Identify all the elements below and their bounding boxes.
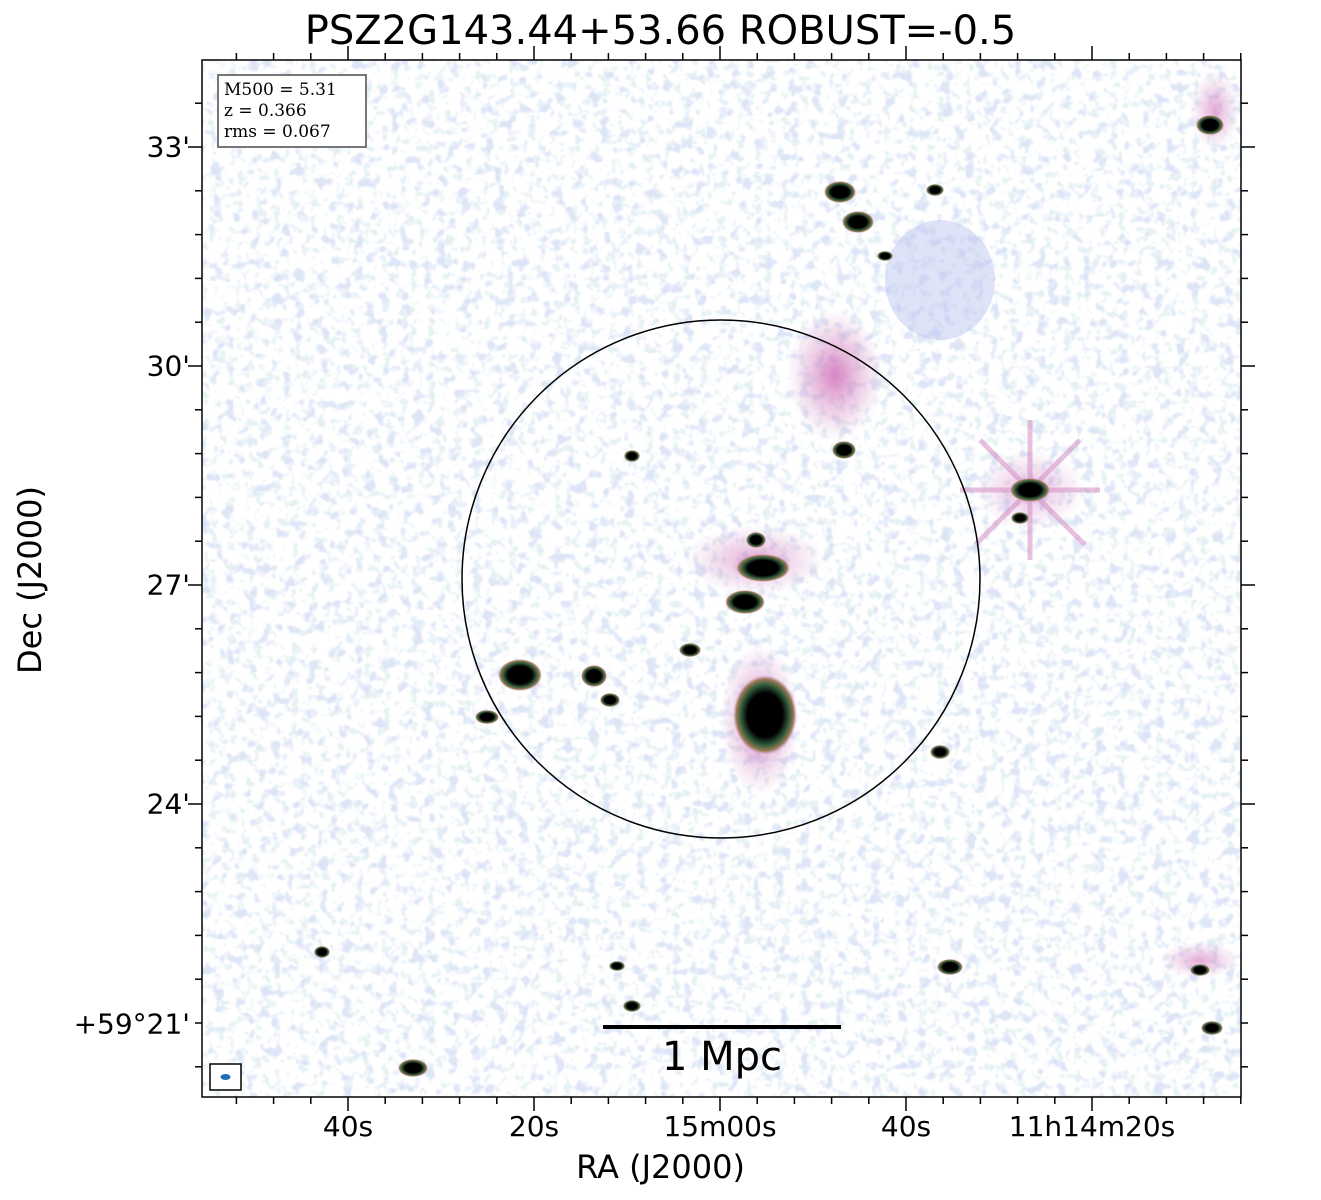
beam-ellipse: [220, 1074, 231, 1080]
sky-image: [202, 60, 1241, 1097]
axes-frame: [201, 59, 1242, 1098]
ra-tick-label: 40s: [322, 1110, 374, 1143]
dec-tick-label: +59°21': [73, 1007, 190, 1041]
dec-tick-label: 24': [146, 787, 190, 821]
x-axis-label: RA (J2000): [576, 1148, 745, 1186]
cluster-info-box: M500 = 5.31 z = 0.366 rms = 0.067: [217, 74, 367, 148]
redshift-text: z = 0.366: [224, 101, 307, 121]
figure-title: PSZ2G143.44+53.66 ROBUST=-0.5: [304, 8, 1017, 54]
ra-tick-label: 20s: [508, 1110, 560, 1143]
rms-text: rms = 0.067: [224, 122, 331, 142]
m500-text: M500 = 5.31: [224, 80, 337, 100]
r500-circle: [461, 319, 981, 839]
diffuse-emission-blue: [885, 220, 995, 340]
ra-tick-label: 40s: [880, 1110, 932, 1143]
dec-tick-label: 27': [146, 568, 190, 602]
ra-tick-label: 15m00s: [663, 1110, 777, 1143]
diffuse-emission: [787, 310, 883, 440]
dec-tick-label: 30': [146, 349, 190, 383]
ra-tick-label: 11h14m20s: [1008, 1110, 1176, 1143]
y-axis-label: Dec (J2000): [11, 486, 49, 674]
scale-bar-label: 1 Mpc: [661, 1034, 783, 1080]
axis-ticks: [188, 46, 1255, 1111]
radio-sources: [314, 115, 1224, 1077]
dec-tick-label: 33': [146, 130, 190, 164]
